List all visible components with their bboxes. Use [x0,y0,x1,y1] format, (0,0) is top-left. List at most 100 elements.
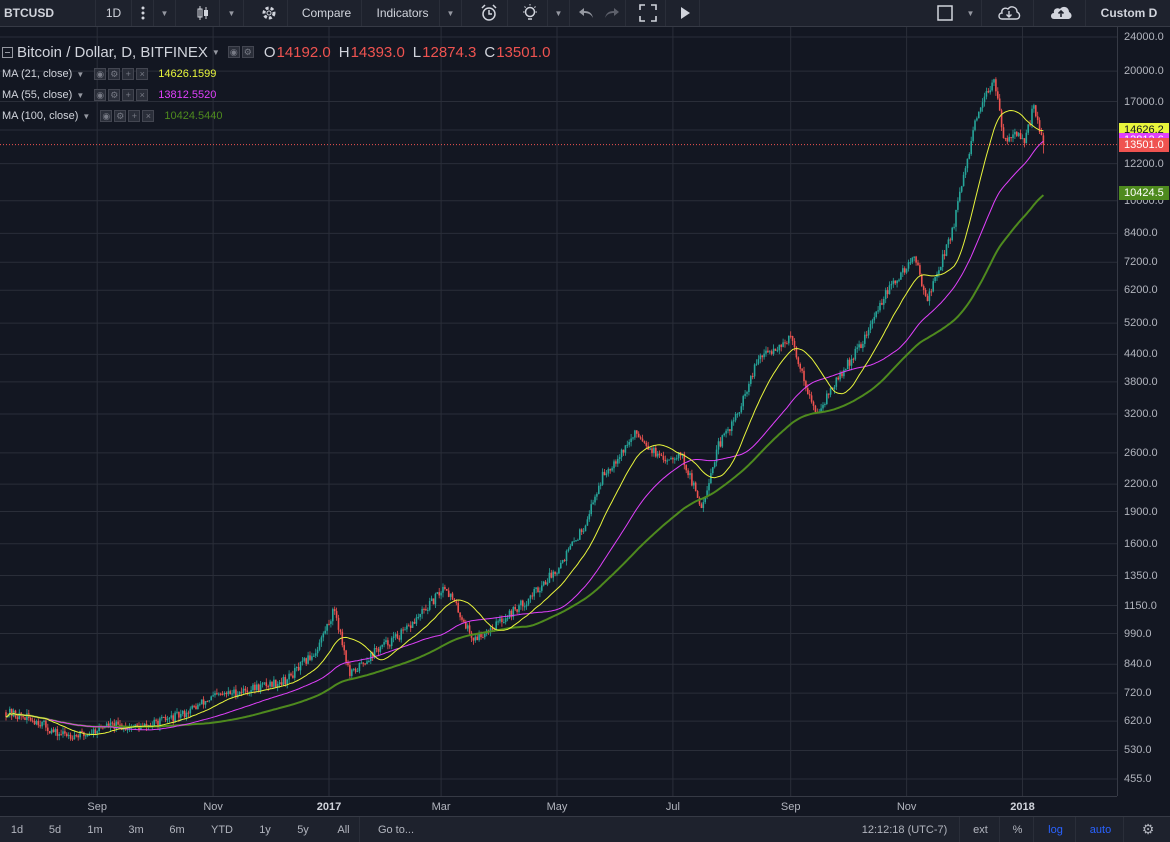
range-1d[interactable]: 1d [10,823,24,836]
percent-scale-toggle[interactable]: % [1002,817,1034,842]
plus-icon[interactable]: + [122,68,135,80]
candle-body [864,334,866,344]
alert-button[interactable] [470,0,508,26]
plus-icon[interactable]: + [128,110,141,122]
candle-body [548,572,551,583]
clock-timezone[interactable]: 12:12:18 (UTC-7) [850,817,960,842]
candle-body [556,573,558,575]
candle-body [66,733,68,737]
goto-button[interactable]: Go to... [377,823,415,836]
close-icon[interactable]: × [142,110,155,122]
symbol-search[interactable]: BTCUSD [0,0,96,26]
range-1y[interactable]: 1y [259,823,271,836]
range-3m[interactable]: 3m [128,823,144,836]
candle-body [696,491,699,498]
theme-button[interactable] [512,0,548,26]
candle-body [204,701,207,705]
chevron-down-icon[interactable]: ▼ [82,111,91,121]
theme-dropdown[interactable]: ▼ [548,0,570,26]
range-6m[interactable]: 6m [169,823,185,836]
interval-button[interactable]: 1D [96,0,132,26]
range-5d[interactable]: 5d [48,823,62,836]
auto-scale-toggle[interactable]: auto [1078,817,1124,842]
range-1m[interactable]: 1m [87,823,103,836]
candle-body [358,662,361,672]
candle-body [712,467,714,474]
fullscreen-button[interactable] [630,0,666,26]
indicators-dropdown[interactable]: ▼ [440,0,462,26]
candle-body [883,299,885,305]
candle-body [257,684,260,691]
candle-body [529,595,532,599]
price-tick: 17000.0 [1124,95,1164,108]
candle-body [438,592,440,596]
candle-body [305,658,307,664]
time-axis[interactable]: Sep Nov 2017 Mar May Jul Sep Nov 2018 [0,796,1117,816]
candle-body [172,715,174,722]
eye-icon[interactable]: ◉ [227,46,240,58]
replay-button[interactable] [670,0,700,26]
candle-body [900,272,902,280]
price-axis[interactable]: 24000.020000.017000.014600.012200.010000… [1117,27,1170,796]
range-ytd[interactable]: YTD [211,823,233,836]
study-legend-ma100[interactable]: MA (100, close) ▼ ◉ ⚙ + × 10424.5440 [0,106,222,126]
collapse-legend-icon[interactable] [2,46,13,58]
range-5y[interactable]: 5y [297,823,309,836]
chart-style-button[interactable] [186,0,220,26]
gear-icon[interactable]: ⚙ [114,110,127,122]
load-chart-button[interactable] [984,0,1034,26]
ext-hours-toggle[interactable]: ext [962,817,1000,842]
redo-button[interactable] [598,0,626,26]
more-intervals-icon[interactable] [132,0,154,26]
series-title[interactable]: Bitcoin / Dollar, D, BITFINEX [17,43,208,61]
chart-pane[interactable] [0,27,1117,796]
undo-button[interactable] [574,0,598,26]
study-value: 14626.1599 [158,68,217,80]
study-name[interactable]: MA (21, close) [2,68,73,80]
high-label: H [338,43,350,61]
study-name[interactable]: MA (100, close) [2,110,79,122]
settings-button[interactable] [250,0,288,26]
eye-icon[interactable]: ◉ [100,110,113,122]
study-legend-ma55[interactable]: MA (55, close) ▼ ◉ ⚙ + × 13812.5520 [0,85,216,105]
candle-body [702,502,705,508]
chevron-down-icon[interactable]: ▼ [76,69,85,79]
close-icon[interactable]: × [136,89,149,101]
candle-body [56,729,59,736]
layout-name-button[interactable]: Custom D [1088,0,1170,26]
eye-icon[interactable]: ◉ [94,89,107,101]
close-icon[interactable]: × [136,68,149,80]
candle-body [37,721,40,726]
study-legend-ma21[interactable]: MA (21, close) ▼ ◉ ⚙ + × 14626.1599 [0,64,216,84]
candle-body [584,525,587,532]
candle-body [286,679,288,685]
study-name[interactable]: MA (55, close) [2,89,73,101]
save-chart-button[interactable] [1036,0,1086,26]
chart-style-dropdown[interactable]: ▼ [220,0,244,26]
range-all[interactable]: All [328,817,360,842]
chevron-down-icon[interactable]: ▼ [211,47,220,57]
interval-dropdown[interactable]: ▼ [154,0,176,26]
indicators-button[interactable]: Indicators [366,0,440,26]
compare-button[interactable]: Compare [292,0,362,26]
gear-icon[interactable]: ⚙ [108,68,121,80]
candle-body [130,727,133,729]
chart-properties-button[interactable]: ⚙ [1128,817,1168,842]
plus-icon[interactable]: + [122,89,135,101]
layout-select[interactable] [930,0,960,26]
candle-body [332,609,334,622]
layout-dropdown[interactable]: ▼ [960,0,982,26]
chevron-down-icon[interactable]: ▼ [76,90,85,100]
gear-icon[interactable]: ⚙ [108,89,121,101]
candle-body [560,562,562,569]
eye-icon[interactable]: ◉ [94,68,107,80]
log-scale-toggle[interactable]: log [1036,817,1076,842]
gear-icon[interactable]: ⚙ [241,46,254,58]
candle-body [653,447,655,454]
price-chart[interactable] [0,27,1117,796]
candle-body [107,723,110,728]
candle-body [185,712,188,718]
candle-body [466,625,469,629]
candle-body [947,239,950,245]
candle-body [672,458,674,460]
